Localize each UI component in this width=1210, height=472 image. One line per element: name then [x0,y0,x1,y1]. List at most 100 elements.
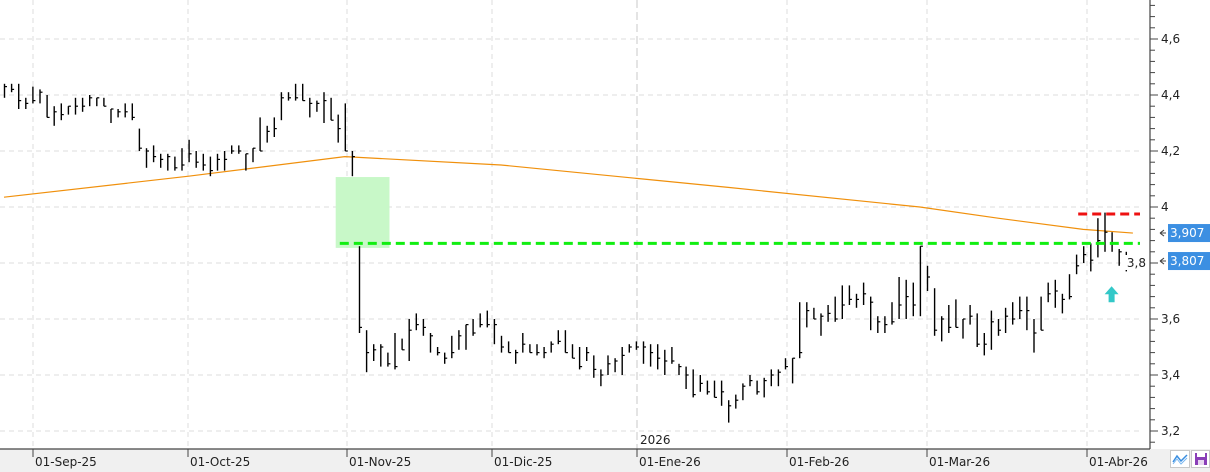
price-tag-box [1168,224,1210,243]
ohlc-bar [74,97,78,115]
ohlc-bar [642,341,646,364]
x-tick-label: 01-Dic-25 [494,455,552,469]
ohlc-bar [1082,246,1087,263]
y-tick-label: 4,6 [1161,32,1180,46]
y-axis: 3,2 3,4 3,6 3,8 4 4,2 4,4 4,6 3,907 3,807 [1124,0,1210,449]
ohlc-bar [905,279,909,319]
ohlc-bar [507,341,512,354]
ohlc-bar [202,153,206,171]
save-button[interactable] [1191,450,1210,468]
ohlc-bar [820,313,824,336]
bars [3,83,1136,423]
ohlc-bar [1012,302,1016,325]
ohlc-bar [152,145,157,163]
ohlc-bar [614,358,618,373]
ohlc-bar [997,319,1001,336]
ohlc-bar [88,95,93,107]
ohlc-bar [422,319,426,336]
arrow-left-icon [1159,257,1166,265]
ohlc-bar [891,302,895,325]
ohlc-bar [1040,296,1044,331]
y-tick-label: 3,2 [1161,424,1180,438]
ohlc-bar [777,369,781,387]
ohlc-bar [912,282,916,317]
x-tick-label: 01-Mar-26 [929,455,990,469]
ohlc-bar [827,305,831,322]
levels [339,212,1140,245]
x-tick-label: 01-Abr-26 [1089,455,1148,469]
ohlc-bar [976,313,980,347]
ohlc-bar [784,358,788,370]
ohlc-bar [671,347,675,364]
ohlc-bar [444,352,448,364]
ohlc-bar [294,83,299,101]
ohlc-bar [3,83,7,98]
ohlc-bar [621,347,625,375]
ohlc-bar [926,265,930,291]
ohlc-bar [955,299,959,328]
ohlc-bar [465,324,469,350]
ohlc-bar [174,156,178,171]
ohlc-bar [96,97,100,107]
y-tick-label: 4 [1161,200,1169,214]
x-tick-label: 01-Ene-26 [639,455,701,469]
ohlc-bar [862,282,867,305]
ohlc-bar [990,310,994,350]
ohlc-bar [230,145,235,154]
ohlc-bar [543,347,547,359]
ohlc-bar [557,330,561,345]
ohlc-bar [493,319,497,345]
ohlc-bar [720,380,725,406]
ohlc-bar [344,103,348,152]
ohlc-bar [969,305,973,325]
ohlc-bar [962,318,966,339]
x-axis: 01-Sep-25 01-Oct-25 01-Nov-25 01-Dic-25 01-E… [0,448,1150,469]
ohlc-bar [806,302,810,328]
ohlc-bar [628,344,632,353]
chart-type-button[interactable] [1170,450,1190,468]
ohlc-bar [216,153,220,171]
ohlc-bar [479,313,483,328]
ohlc-bar [649,344,654,367]
ohlc-bar [252,147,256,163]
moving-average-line [3,155,1133,234]
ohlc-bar [451,335,455,359]
ohlc-bar [834,296,838,322]
ohlc-bar [280,92,284,121]
arrow [1104,286,1119,303]
x-tick-label: 01-Feb-26 [789,455,849,469]
ohlc-bar [870,296,874,331]
y-tick-label: 4,4 [1161,88,1180,102]
support-zone [335,177,390,248]
arrow-left-icon [1159,229,1166,237]
x-axis-strip [0,449,1210,472]
ohlc-bar [401,338,405,351]
ohlc-bar [273,117,277,137]
ohlc-bar [188,139,192,163]
ohlc-bar [60,103,64,121]
zone [335,177,390,248]
ohlc-bar [728,400,732,423]
ohlc-bar [209,156,213,177]
price-tag: 3,807 [1159,252,1210,271]
ohlc-bar [933,288,938,336]
ohlc-bar [983,333,987,356]
ohlc-bar [664,349,668,375]
ohlc-bar [1090,243,1094,272]
ohlc-bar [238,145,242,154]
ohlc-bar [749,375,753,387]
ohlc-bar [408,319,412,361]
ohlc-bar [571,344,575,359]
ohlc-bar [18,83,22,109]
x-tick-label: 01-Sep-25 [35,455,97,469]
ohlc-bar [117,109,121,118]
ohlc-bar [195,151,199,168]
ohlc-bar [103,97,107,107]
ohlc-bar [529,344,533,354]
ohlc-bar [1047,282,1051,303]
ohlc-bar [32,86,36,104]
ohlc-bar [309,97,313,118]
year-marker: 2026 [640,433,671,447]
up-arrow-icon [1104,286,1119,303]
x-tick-label: 01-Nov-25 [349,455,411,469]
